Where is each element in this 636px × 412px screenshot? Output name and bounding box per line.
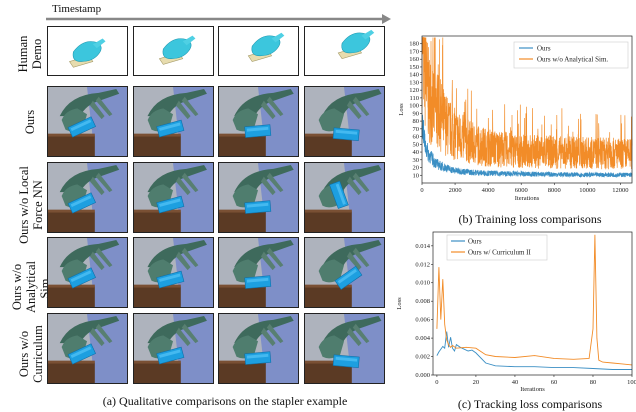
x-tick-label: 10000: [579, 187, 595, 194]
robot-frame: [304, 86, 385, 157]
training-loss-chart: 1020304050607080901001101201301401501601…: [398, 35, 633, 202]
series-line-ours: [421, 114, 633, 179]
caption-c: (c) Tracking loss comparisons: [457, 397, 603, 411]
robot-frame: [218, 162, 299, 233]
series-line-ours-curriculum-ii: [436, 234, 633, 366]
y-tick-label: 0.002: [415, 354, 430, 361]
x-tick-label: 0: [420, 187, 423, 194]
robot-frame: [304, 162, 385, 233]
robot-frame: [133, 313, 214, 384]
y-tick-label: 0.014: [415, 243, 430, 250]
y-tick-label: 150: [409, 64, 419, 71]
tracking-loss-chart: 0.000 0.002 0.004 0.006 0.008 0.010 0.012 0.014…: [396, 231, 636, 393]
x-tick-label: 8000: [548, 187, 561, 194]
legend: Ours Ours w/ Curriculum II: [446, 234, 548, 261]
x-tick-label: 20: [473, 379, 480, 386]
y-tick-label: 0.012: [415, 261, 430, 268]
x-axis-label: Iterations: [520, 386, 545, 393]
x-tick-label: 6000: [515, 187, 528, 194]
y-tick-label: 0.006: [415, 317, 430, 324]
y-tick-label: 120: [409, 87, 419, 94]
y-tick-label: 50: [413, 141, 420, 148]
series-line-ours: [436, 331, 632, 370]
x-tick-label: 100: [627, 379, 636, 386]
legend-entry: Ours w/ Curriculum II: [468, 249, 531, 257]
row-label-local-force: Ours w/o Local Force NN: [17, 166, 45, 244]
x-tick-label: 0: [435, 379, 438, 386]
robot-frame: [304, 313, 385, 384]
human-demo-frame: [304, 26, 385, 76]
y-tick-label: 130: [409, 79, 419, 86]
robot-frame: [218, 313, 299, 384]
y-tick-label: 60: [413, 134, 420, 141]
y-tick-label: 110: [409, 95, 419, 102]
y-tick-label: 90: [413, 110, 420, 117]
y-tick-label: 0.000: [415, 372, 430, 379]
y-axis-label: Loss: [396, 297, 403, 310]
x-axis-label: Iterations: [515, 195, 540, 202]
y-tick-label: 170: [409, 48, 419, 55]
human-demo-frame: [218, 26, 299, 76]
y-tick-label: 160: [409, 56, 419, 63]
caption-a: (a) Qualitative comparisons on the stapl…: [102, 394, 348, 408]
human-demo-frame: [133, 26, 214, 76]
row-label-curriculum: Ours w/o Curriculum: [17, 325, 45, 383]
robot-frame: [304, 237, 385, 308]
x-tick-label: 40: [512, 379, 519, 386]
timestamp-arrow: [46, 14, 391, 24]
y-tick-label: 30: [413, 157, 420, 164]
row-label-ours: Ours: [23, 109, 37, 135]
robot-frame: [47, 162, 128, 233]
robot-frame: [133, 162, 214, 233]
caption-b: (b) Training loss comparisons: [458, 212, 602, 226]
y-tick-label: 100: [409, 103, 419, 110]
series-line-ours-wo-analytical: [421, 37, 633, 170]
human-demo-frame: [47, 26, 128, 76]
robot-frame: [47, 313, 128, 384]
legend-entry: Ours: [537, 45, 551, 53]
y-tick-label: 20: [413, 165, 420, 172]
robot-frame: [47, 86, 128, 157]
x-tick-label: 80: [590, 379, 597, 386]
robot-frame: [218, 237, 299, 308]
robot-frame: [218, 86, 299, 157]
y-tick-label: 10: [413, 172, 420, 179]
x-tick-label: 2000: [449, 187, 462, 194]
y-tick-label: 70: [413, 126, 420, 133]
y-tick-label: 80: [413, 118, 420, 125]
x-tick-label: 12000: [612, 187, 628, 194]
y-tick-label: 0.004: [415, 335, 430, 342]
y-tick-label: 40: [413, 149, 420, 156]
legend-entry: Ours: [468, 238, 482, 246]
timestamp-label: Timestamp: [52, 3, 102, 15]
legend-entry: Ours w/o Analytical Sim.: [537, 56, 608, 64]
y-tick-label: 140: [409, 72, 419, 79]
robot-frame: [47, 237, 128, 308]
row-label-human-demo: Human Demo: [16, 35, 44, 73]
legend: Ours Ours w/o Analytical Sim.: [513, 41, 629, 69]
x-tick-label: 4000: [482, 187, 495, 194]
robot-frame: [133, 86, 214, 157]
y-tick-label: 180: [409, 41, 419, 48]
x-tick-label: 60: [551, 379, 558, 386]
robot-frame: [133, 237, 214, 308]
y-axis-label: Loss: [398, 103, 405, 116]
y-tick-label: 0.008: [415, 298, 430, 305]
y-tick-label: 0.010: [415, 280, 430, 287]
